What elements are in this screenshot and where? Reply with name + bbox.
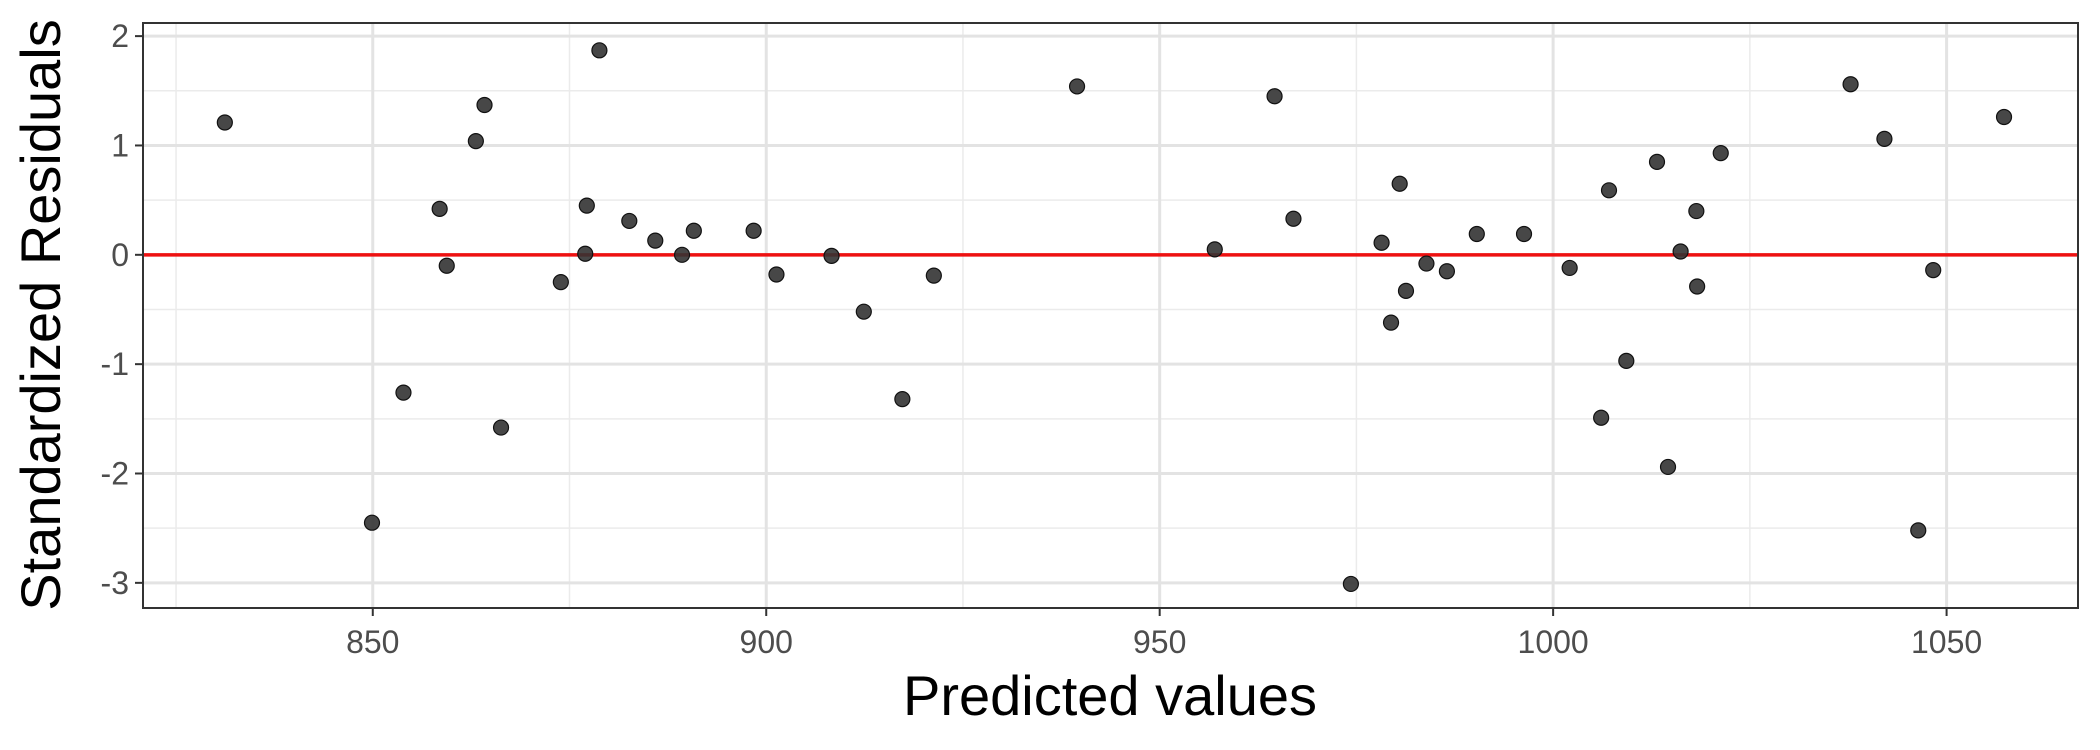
data-point bbox=[823, 247, 840, 265]
data-point bbox=[673, 246, 691, 263]
x-tick-label: 850 bbox=[346, 624, 399, 660]
data-point bbox=[1648, 153, 1666, 170]
minor-gridlines bbox=[143, 23, 2078, 608]
y-tick-label: 2 bbox=[111, 18, 129, 54]
data-point bbox=[1659, 458, 1677, 476]
data-point bbox=[745, 222, 762, 239]
y-tick-label: 0 bbox=[111, 237, 129, 273]
data-point bbox=[1561, 259, 1578, 277]
data-point bbox=[431, 200, 448, 217]
data-point bbox=[768, 266, 785, 283]
data-point bbox=[1206, 241, 1223, 258]
data-point bbox=[1391, 175, 1408, 192]
data-point bbox=[1842, 76, 1859, 93]
y-tick-label: -3 bbox=[101, 565, 129, 601]
data-point bbox=[1515, 225, 1533, 243]
data-point bbox=[1688, 202, 1705, 220]
x-tick-label: 900 bbox=[740, 624, 793, 660]
data-point bbox=[1438, 263, 1456, 280]
y-axis-title: Standardized Residuals bbox=[9, 19, 72, 610]
data-point bbox=[621, 212, 638, 230]
data-point bbox=[1382, 314, 1400, 331]
data-point bbox=[1600, 182, 1618, 199]
y-tick-label: 1 bbox=[111, 127, 129, 163]
data-point bbox=[492, 419, 510, 436]
x-axis-ticks: 850 900 950 1000 1050 bbox=[346, 608, 1982, 660]
data-point bbox=[1068, 78, 1086, 95]
data-point bbox=[363, 514, 381, 531]
data-point bbox=[438, 257, 455, 274]
data-point bbox=[1342, 575, 1359, 593]
x-tick-label: 950 bbox=[1133, 624, 1186, 660]
data-points bbox=[216, 42, 2013, 593]
data-point bbox=[591, 42, 608, 59]
data-point bbox=[552, 274, 569, 291]
data-point bbox=[685, 222, 702, 239]
data-point bbox=[1593, 409, 1610, 426]
data-point bbox=[1373, 234, 1390, 251]
data-point bbox=[395, 384, 412, 401]
data-point bbox=[578, 197, 595, 214]
x-tick-label: 1000 bbox=[1518, 624, 1589, 660]
data-point bbox=[1397, 282, 1415, 299]
data-point bbox=[467, 132, 484, 150]
data-point bbox=[1672, 243, 1689, 260]
data-point bbox=[1995, 108, 2013, 126]
data-point bbox=[894, 391, 911, 408]
x-tick-label: 1050 bbox=[1911, 624, 1982, 660]
data-point bbox=[1925, 262, 1942, 279]
data-point bbox=[647, 232, 664, 249]
data-point bbox=[1712, 145, 1729, 162]
data-point bbox=[577, 245, 594, 262]
x-axis-title: Predicted values bbox=[903, 664, 1317, 727]
data-point bbox=[855, 303, 872, 320]
data-point bbox=[1876, 130, 1893, 148]
y-axis-ticks: -3 -2 -1 0 1 2 bbox=[101, 18, 143, 601]
data-point bbox=[1266, 88, 1283, 105]
y-tick-label: -2 bbox=[101, 456, 129, 492]
data-point bbox=[1689, 278, 1706, 295]
plot-background bbox=[143, 23, 2078, 608]
data-point bbox=[216, 114, 233, 131]
data-point bbox=[1910, 522, 1927, 539]
plot-border bbox=[142, 22, 2079, 609]
data-point bbox=[925, 267, 942, 284]
data-point bbox=[1418, 255, 1435, 272]
data-point bbox=[1285, 210, 1302, 227]
data-point bbox=[1618, 352, 1635, 369]
data-point bbox=[476, 96, 493, 114]
y-tick-label: -1 bbox=[101, 346, 129, 382]
data-point bbox=[1468, 225, 1485, 243]
